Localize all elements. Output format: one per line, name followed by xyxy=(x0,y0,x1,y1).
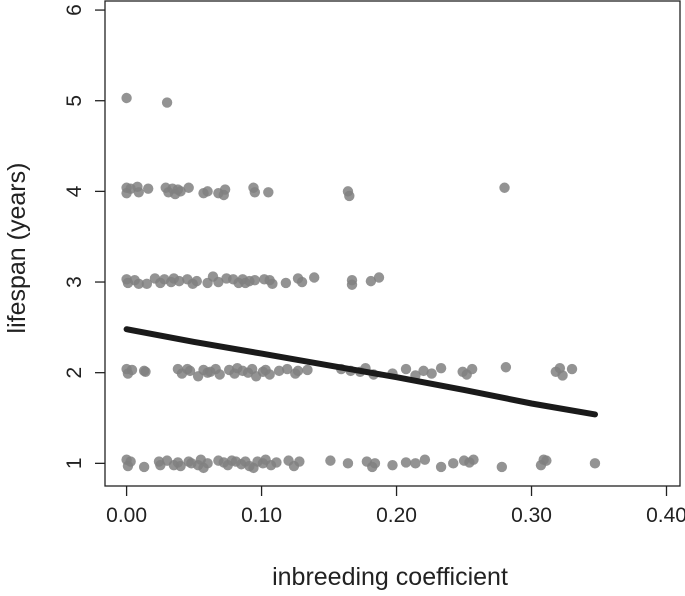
data-point xyxy=(566,363,578,375)
x-tick-label: 0.00 xyxy=(106,504,147,527)
data-point xyxy=(346,275,358,286)
x-tick-label: 0.30 xyxy=(511,504,552,527)
data-point xyxy=(435,362,447,374)
data-point xyxy=(325,455,336,466)
data-point xyxy=(344,190,355,202)
data-point xyxy=(249,187,261,198)
data-point xyxy=(292,365,304,377)
data-point xyxy=(302,364,313,376)
y-tick-label: 6 xyxy=(63,4,86,16)
data-point xyxy=(589,458,601,469)
data-point xyxy=(133,278,144,290)
data-point xyxy=(557,370,568,381)
data-point xyxy=(294,456,305,467)
data-point xyxy=(448,458,459,469)
data-point xyxy=(142,183,154,194)
y-tick-label: 5 xyxy=(63,95,86,107)
data-point xyxy=(133,187,144,198)
data-point xyxy=(121,92,132,104)
data-point xyxy=(273,365,285,377)
data-point xyxy=(468,454,479,465)
data-point xyxy=(541,455,552,466)
data-point xyxy=(342,458,354,469)
data-point xyxy=(418,365,429,377)
x-axis: 0.00 0.10 0.20 0.30 0.40 xyxy=(106,486,685,527)
data-point xyxy=(161,97,173,108)
data-point xyxy=(267,278,278,290)
data-point xyxy=(400,363,412,375)
data-point xyxy=(213,276,224,288)
data-point xyxy=(499,182,510,193)
data-point xyxy=(183,182,194,193)
data-point xyxy=(296,276,308,288)
x-tick-label: 0.10 xyxy=(241,504,282,527)
data-point xyxy=(387,459,398,471)
y-tick-label: 2 xyxy=(63,367,86,379)
data-point xyxy=(214,369,225,380)
y-axis-title: lifespan (years) xyxy=(3,163,31,334)
data-point xyxy=(191,275,202,287)
data-point xyxy=(138,461,150,473)
data-point xyxy=(174,275,185,287)
y-tick-label: 3 xyxy=(63,276,86,288)
data-point xyxy=(263,187,274,198)
data-point xyxy=(426,368,437,379)
data-point xyxy=(202,186,213,197)
data-point xyxy=(309,272,320,283)
data-point xyxy=(410,458,421,469)
plot-frame xyxy=(104,0,681,487)
data-point xyxy=(141,278,153,290)
x-tick-label: 0.40 xyxy=(646,504,685,527)
data-point xyxy=(202,458,213,469)
data-point xyxy=(126,364,138,376)
data-point xyxy=(500,362,512,373)
data-point xyxy=(400,457,412,468)
data-point xyxy=(175,460,186,472)
y-tick-label: 4 xyxy=(63,185,86,197)
data-point xyxy=(365,275,377,287)
y-tick-label: 1 xyxy=(63,457,86,469)
data-point xyxy=(249,275,261,286)
x-tick-label: 0.20 xyxy=(376,504,417,527)
data-point xyxy=(466,363,478,375)
data-point xyxy=(419,454,431,465)
data-point xyxy=(369,458,381,469)
data-point xyxy=(271,457,282,468)
data-point xyxy=(496,461,508,473)
data-point xyxy=(175,186,186,197)
data-point xyxy=(264,369,275,380)
y-axis: 1 2 3 4 5 6 xyxy=(63,4,105,469)
x-axis-title: inbreeding coefficient xyxy=(272,563,508,591)
data-points xyxy=(121,92,601,474)
data-point xyxy=(184,365,196,377)
data-point xyxy=(125,456,136,467)
data-point xyxy=(219,184,231,195)
data-point xyxy=(435,461,447,473)
data-point xyxy=(373,272,385,283)
data-point xyxy=(282,363,293,375)
fit-line xyxy=(123,326,598,418)
data-point xyxy=(140,366,151,377)
data-point xyxy=(280,277,292,289)
